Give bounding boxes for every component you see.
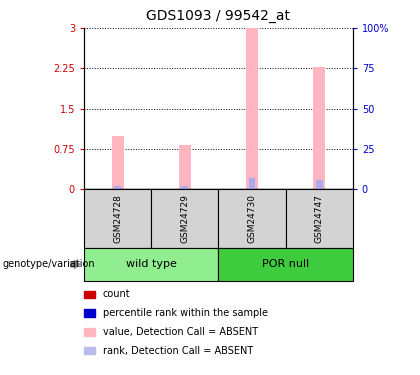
Text: GDS1093 / 99542_at: GDS1093 / 99542_at (147, 9, 290, 23)
Bar (181, 186, 188, 189)
Bar (179, 145, 191, 189)
Text: POR null: POR null (262, 260, 309, 269)
Text: GSM24747: GSM24747 (315, 194, 324, 243)
Text: rank, Detection Call = ABSENT: rank, Detection Call = ABSENT (103, 346, 253, 355)
Text: GSM24728: GSM24728 (113, 194, 122, 243)
Text: value, Detection Call = ABSENT: value, Detection Call = ABSENT (103, 327, 258, 337)
Bar (114, 186, 121, 189)
Bar (112, 136, 123, 189)
Text: wild type: wild type (126, 260, 177, 269)
Bar (313, 68, 325, 189)
Text: genotype/variation: genotype/variation (2, 260, 95, 269)
Text: GSM24729: GSM24729 (180, 194, 189, 243)
Bar (246, 28, 258, 189)
Text: count: count (103, 290, 131, 299)
Bar (316, 180, 323, 189)
Bar (249, 178, 255, 189)
Text: GSM24730: GSM24730 (247, 194, 257, 243)
Text: percentile rank within the sample: percentile rank within the sample (103, 308, 268, 318)
